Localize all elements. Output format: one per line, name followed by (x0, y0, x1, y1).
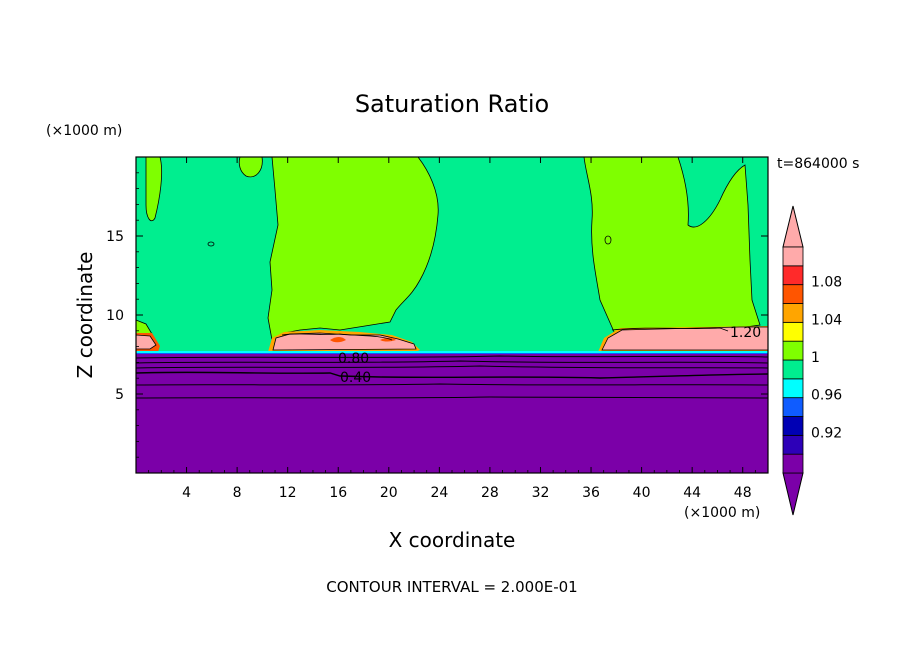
y-unit-label: (×1000 m) (46, 123, 122, 139)
colorbar-level (782, 340, 804, 361)
lime-patch-upper-left (238, 156, 263, 178)
upper-contour-lines (207, 235, 729, 341)
colorbar-level (782, 434, 804, 455)
contour-interval-footer: CONTOUR INTERVAL = 2.000E-01 (326, 578, 577, 596)
x-tick-label: 4 (182, 485, 191, 501)
x-tick-label: 48 (734, 485, 752, 501)
colorbar-level (782, 284, 804, 304)
colorbar-level (782, 265, 804, 286)
x-tick-label: 24 (430, 485, 448, 501)
x-tick-label: 8 (233, 485, 242, 501)
colorbar-level (782, 321, 804, 342)
lime-patch-far-left (145, 156, 163, 222)
colorbar: 1.08 1.04 1 0.96 0.92 (782, 205, 842, 516)
y-tick-label: 15 (106, 229, 124, 245)
colorbar-level (782, 303, 804, 323)
x-tick-label: 32 (532, 485, 550, 501)
colorbar-lower-arrow (782, 472, 804, 516)
contour-label-0-80: 0.80 (338, 351, 369, 367)
colorbar-upper-arrow (782, 205, 804, 248)
colorbar-level (782, 359, 804, 380)
colorbar-tick-label: 1.08 (811, 275, 842, 291)
y-axis: 5 10 15 (106, 172, 768, 458)
lower-contour-lines (135, 355, 769, 399)
colorbar-level (782, 246, 804, 267)
colorbar-level (782, 416, 804, 436)
colorbar-level (782, 397, 804, 417)
time-label: t=864000 s (777, 156, 859, 172)
supersaturated-layer-right (598, 326, 769, 354)
lower-dry-region (136, 354, 768, 473)
x-axis: 4 8 12 16 20 24 28 32 36 40 44 48 (148, 157, 756, 501)
y-tick-label: 5 (115, 387, 124, 403)
transition-band-cyan (136, 351, 768, 354)
x-tick-label: 44 (683, 485, 701, 501)
colorbar-tick-label: 0.92 (811, 425, 842, 441)
colorbar-level (782, 378, 804, 399)
x-tick-label: 40 (633, 485, 651, 501)
chart-title: Saturation Ratio (355, 90, 549, 118)
x-tick-label: 12 (279, 485, 297, 501)
contour-plot-area: 1.20 0.80 0.40 (135, 156, 769, 474)
x-tick-label: 16 (329, 485, 347, 501)
x-axis-label: X coordinate (389, 528, 516, 552)
lime-region-left (267, 156, 439, 341)
y-axis-label: Z coordinate (73, 252, 97, 379)
x-tick-label: 28 (481, 485, 499, 501)
colorbar-tick-label: 0.96 (811, 388, 842, 404)
contour-label-0-40: 0.40 (340, 370, 371, 386)
contour-label-1-20: 1.20 (730, 325, 761, 341)
x-unit-label: (×1000 m) (684, 505, 760, 521)
y-tick-label: 10 (106, 308, 124, 324)
lime-region-right (583, 156, 761, 335)
x-tick-label: 20 (380, 485, 398, 501)
colorbar-tick-label: 1 (811, 350, 820, 366)
x-tick-label: 36 (582, 485, 600, 501)
colorbar-level (782, 453, 804, 474)
colorbar-tick-label: 1.04 (811, 312, 842, 328)
